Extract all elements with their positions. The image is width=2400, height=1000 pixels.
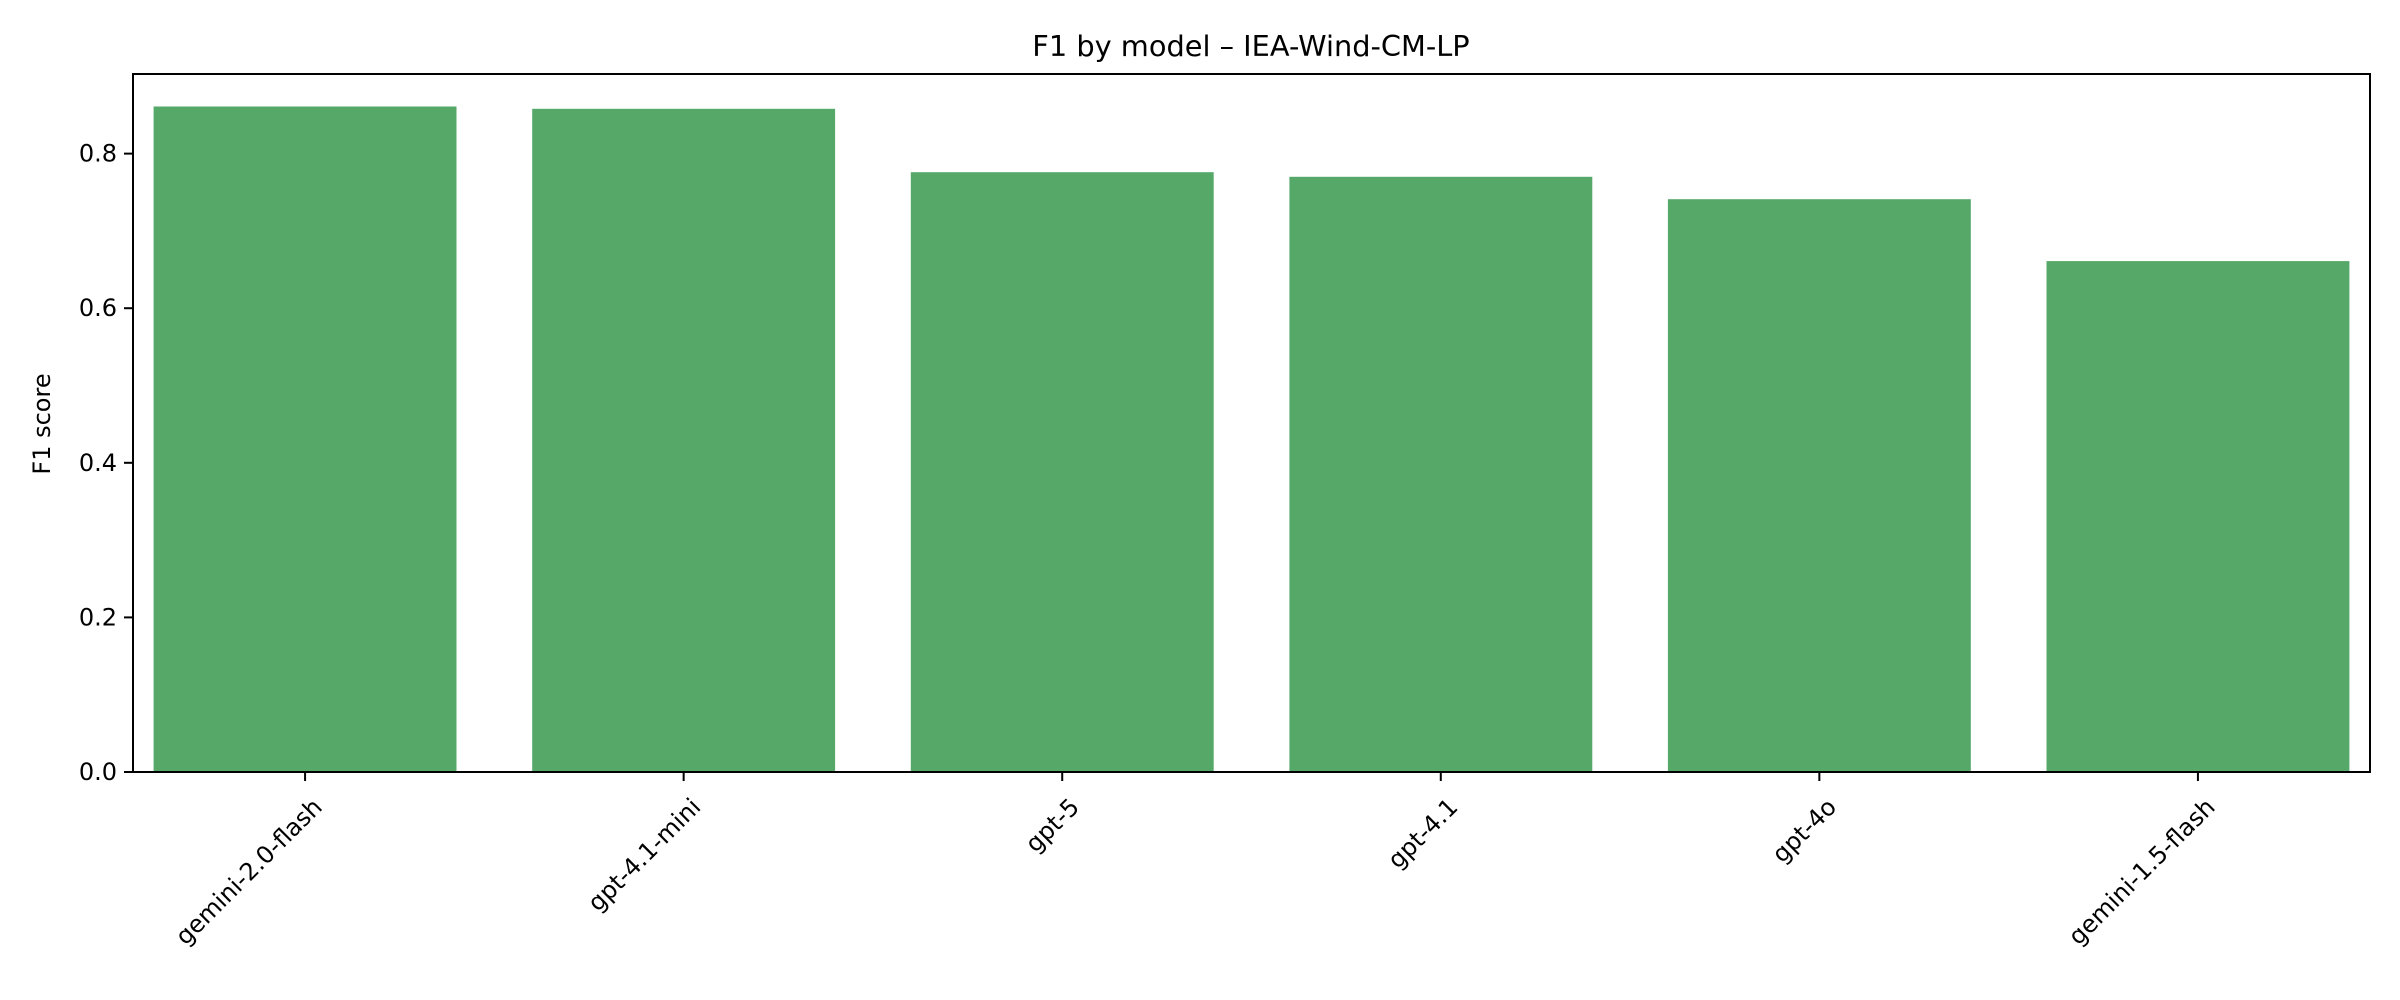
y-tick-label: 0.0 <box>79 758 117 786</box>
bar-gpt-4.1-mini <box>532 108 836 773</box>
bar-gpt-5 <box>910 172 1214 772</box>
bar-gpt-4o <box>1667 199 1971 772</box>
y-tick-label: 0.8 <box>79 140 117 168</box>
y-tick-label: 0.6 <box>79 294 117 322</box>
bar-gpt-4.1 <box>1289 176 1593 773</box>
y-axis-label: F1 score <box>28 373 56 474</box>
chart-title: F1 by model – IEA-Wind-CM-LP <box>1032 29 1469 63</box>
plot-area: gemini-2.0-flash gpt-4.1-mini gpt-5 gpt-4.1… <box>79 106 2350 951</box>
bar-gemini-1.5-flash <box>2046 261 2350 772</box>
y-tick-label: 0.4 <box>79 449 117 477</box>
y-tick-label: 0.2 <box>79 603 117 631</box>
bar-gemini-2.0-flash <box>153 106 457 772</box>
plot-frame <box>132 73 2371 773</box>
